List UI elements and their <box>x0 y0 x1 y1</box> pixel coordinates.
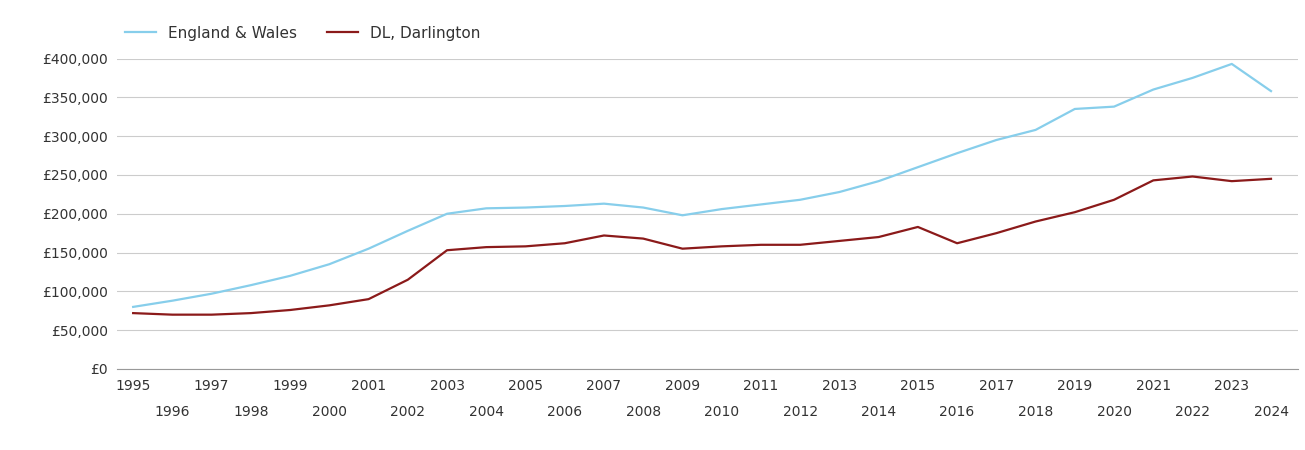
DL, Darlington <box>1067 210 1083 215</box>
England & Wales <box>596 201 612 207</box>
DL, Darlington <box>831 238 847 243</box>
England & Wales <box>870 179 886 184</box>
England & Wales <box>479 206 495 211</box>
DL, Darlington <box>321 303 337 308</box>
Text: 2014: 2014 <box>861 405 897 419</box>
DL, Darlington <box>243 310 258 316</box>
DL, Darlington <box>557 241 573 246</box>
England & Wales <box>1185 75 1201 81</box>
Text: 2018: 2018 <box>1018 405 1053 419</box>
DL, Darlington <box>636 236 651 241</box>
England & Wales <box>321 261 337 267</box>
England & Wales <box>753 202 769 207</box>
DL, Darlington <box>596 233 612 238</box>
England & Wales <box>164 298 180 303</box>
England & Wales <box>243 283 258 288</box>
DL, Darlington <box>1028 219 1044 224</box>
Text: 2008: 2008 <box>625 405 660 419</box>
Text: 2006: 2006 <box>547 405 582 419</box>
DL, Darlington <box>949 241 964 246</box>
DL, Darlington <box>1107 197 1122 202</box>
England & Wales <box>1067 106 1083 112</box>
DL, Darlington <box>399 277 415 283</box>
DL, Darlington <box>164 312 180 317</box>
England & Wales <box>399 228 415 234</box>
DL, Darlington <box>792 242 808 248</box>
DL, Darlington <box>125 310 141 316</box>
DL, Darlington <box>204 312 219 317</box>
Legend: England & Wales, DL, Darlington: England & Wales, DL, Darlington <box>125 26 480 41</box>
England & Wales <box>1263 88 1279 94</box>
Line: DL, Darlington: DL, Darlington <box>133 176 1271 315</box>
Text: 2004: 2004 <box>468 405 504 419</box>
DL, Darlington <box>440 248 455 253</box>
DL, Darlington <box>518 243 534 249</box>
Text: 2010: 2010 <box>705 405 739 419</box>
DL, Darlington <box>479 244 495 250</box>
England & Wales <box>988 137 1004 143</box>
DL, Darlington <box>1263 176 1279 181</box>
England & Wales <box>282 273 298 279</box>
England & Wales <box>1224 61 1240 67</box>
England & Wales <box>518 205 534 210</box>
Text: 2024: 2024 <box>1254 405 1288 419</box>
DL, Darlington <box>1224 179 1240 184</box>
Line: England & Wales: England & Wales <box>133 64 1271 307</box>
DL, Darlington <box>675 246 690 252</box>
DL, Darlington <box>360 297 376 302</box>
Text: 2002: 2002 <box>390 405 425 419</box>
England & Wales <box>1107 104 1122 109</box>
DL, Darlington <box>282 307 298 313</box>
DL, Darlington <box>988 230 1004 236</box>
England & Wales <box>949 150 964 156</box>
England & Wales <box>636 205 651 210</box>
Text: 2000: 2000 <box>312 405 347 419</box>
Text: 1998: 1998 <box>234 405 269 419</box>
England & Wales <box>910 164 925 170</box>
DL, Darlington <box>910 224 925 230</box>
England & Wales <box>557 203 573 209</box>
DL, Darlington <box>714 243 729 249</box>
England & Wales <box>675 212 690 218</box>
England & Wales <box>714 207 729 212</box>
DL, Darlington <box>753 242 769 248</box>
Text: 2016: 2016 <box>940 405 975 419</box>
England & Wales <box>125 304 141 310</box>
DL, Darlington <box>870 234 886 240</box>
England & Wales <box>204 291 219 297</box>
England & Wales <box>1028 127 1044 133</box>
England & Wales <box>1146 87 1161 92</box>
Text: 1996: 1996 <box>154 405 191 419</box>
England & Wales <box>360 246 376 252</box>
England & Wales <box>792 197 808 202</box>
England & Wales <box>831 189 847 195</box>
England & Wales <box>440 211 455 216</box>
DL, Darlington <box>1146 178 1161 183</box>
DL, Darlington <box>1185 174 1201 179</box>
Text: 2022: 2022 <box>1174 405 1210 419</box>
Text: 2012: 2012 <box>783 405 818 419</box>
Text: 2020: 2020 <box>1096 405 1131 419</box>
